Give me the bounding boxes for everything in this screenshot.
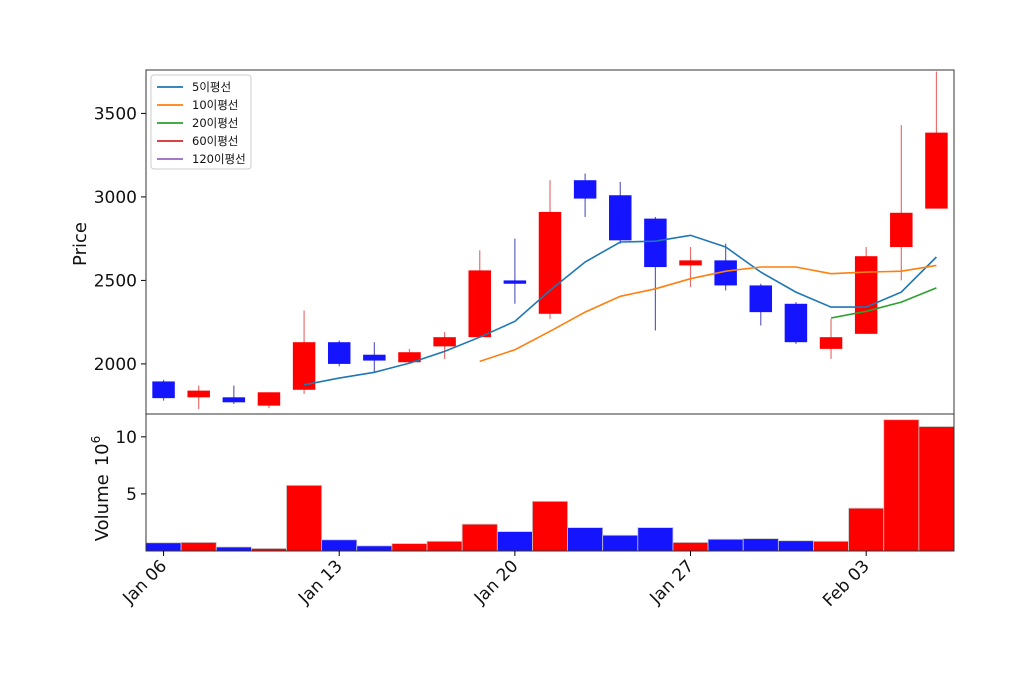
- candle-body: [363, 354, 386, 361]
- volume-bar: [672, 542, 709, 552]
- ma-line-2: [479, 264, 937, 363]
- volume-bar: [777, 540, 814, 552]
- candle-body: [573, 180, 597, 199]
- volume-bar: [215, 546, 252, 552]
- volume-axis-label: Volume: [92, 474, 113, 541]
- candle-body: [819, 337, 843, 349]
- candle-body: [538, 211, 562, 314]
- volume-y-tick-label: 5: [126, 485, 137, 505]
- legend-label: 20이평선: [192, 116, 238, 130]
- candle-body: [854, 256, 878, 334]
- candle-body: [679, 260, 702, 266]
- candle-body: [925, 132, 948, 209]
- candle-body: [222, 397, 246, 403]
- candle-body: [327, 342, 351, 364]
- ma-line-3: [830, 287, 937, 319]
- volume-bar: [637, 527, 674, 552]
- price-y-tick-label: 2000: [94, 355, 137, 375]
- volume-bar: [742, 538, 779, 552]
- volume-bar: [848, 507, 885, 552]
- volume-bar: [286, 484, 323, 552]
- candle-body: [433, 337, 456, 347]
- candle-body: [644, 218, 667, 268]
- volume-y-tick-label: 10: [115, 428, 137, 448]
- candle-body: [257, 392, 281, 406]
- candle-body: [292, 342, 316, 390]
- candle-body: [784, 303, 808, 343]
- volume-scale-exponent: 6: [89, 436, 103, 444]
- candle-body: [609, 195, 632, 241]
- volume-bar: [532, 500, 568, 552]
- price-axis-title: Price: [70, 222, 91, 266]
- volume-bar: [567, 527, 604, 552]
- legend-label: 120이평선: [192, 152, 246, 166]
- ma-line-1: [303, 234, 937, 386]
- x-tick-label: Jan 06: [119, 556, 172, 609]
- volume-bar: [707, 538, 744, 552]
- volume-bar: [356, 545, 393, 552]
- volume-bar: [496, 531, 533, 552]
- candle-body: [398, 352, 421, 363]
- candle-body: [749, 285, 773, 313]
- volume-bar: [602, 534, 639, 552]
- volume-bar: [145, 542, 182, 552]
- volume-bar: [813, 540, 850, 552]
- x-axis: Jan 06 Jan 13 Jan 20 Jan 27 Feb 03: [119, 551, 874, 611]
- volume-bar: [918, 426, 955, 552]
- volume-bar: [180, 542, 217, 552]
- volume-axis-title: Volume 106: [89, 436, 113, 542]
- x-tick-label: Feb 03: [819, 556, 874, 611]
- volume-bar: [321, 539, 358, 552]
- legend-label: 5이평선: [192, 80, 231, 94]
- price-y-tick-label: 3000: [94, 188, 137, 208]
- candle-body: [152, 381, 175, 399]
- volume-bar: [426, 540, 463, 552]
- x-tick-label: Jan 20: [470, 556, 523, 609]
- legend-box: [150, 74, 252, 170]
- candle-body: [890, 212, 913, 248]
- price-y-tick-label: 3500: [94, 104, 137, 124]
- legend: 5이평선 10이평선 20이평선 60이평선 120이평선: [150, 74, 252, 170]
- volume-frame: [145, 413, 955, 552]
- legend-label: 10이평선: [192, 98, 238, 112]
- volume-scale-base: 10: [92, 443, 113, 466]
- legend-label: 60이평선: [192, 134, 238, 148]
- price-y-tick-label: 2500: [94, 271, 137, 291]
- x-tick-label: Jan 27: [646, 556, 699, 609]
- candle-body: [468, 270, 491, 338]
- candle-body: [503, 280, 527, 284]
- candle-body: [714, 260, 737, 286]
- x-tick-label: Jan 13: [294, 556, 347, 609]
- volume-bar: [883, 419, 920, 552]
- price-panel: 2000 2500 3000 3500 Price: [70, 69, 955, 415]
- volume-bar: [391, 543, 428, 552]
- volume-bar: [461, 523, 498, 552]
- candle-body: [187, 390, 210, 398]
